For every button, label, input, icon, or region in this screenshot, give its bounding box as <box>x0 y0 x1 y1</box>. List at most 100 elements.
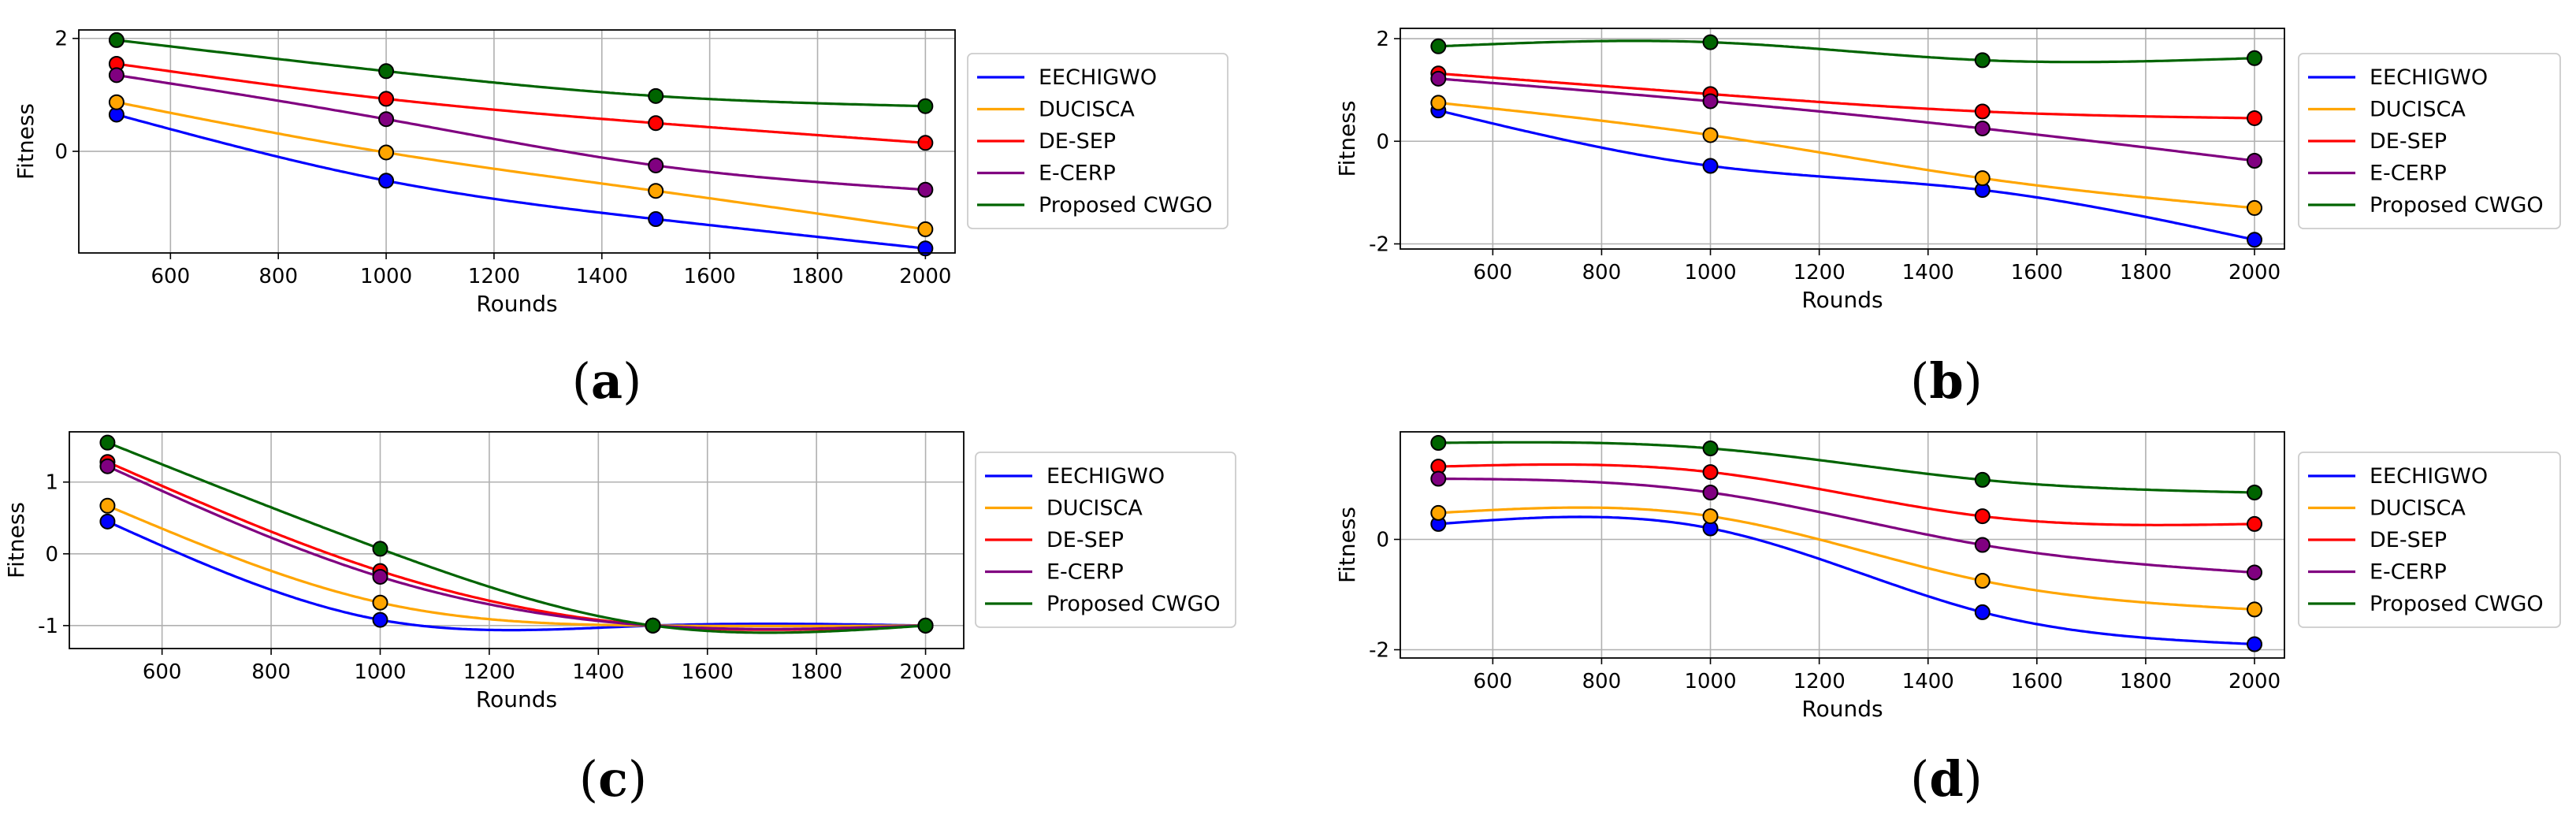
series-line-de-sep <box>116 62 926 144</box>
x-tick-label: 1000 <box>1684 261 1736 284</box>
x-tick-label: 1400 <box>1902 261 1954 284</box>
data-point-ducisca <box>1430 504 1447 521</box>
y-tick-label: 0 <box>45 543 58 567</box>
caption-letter: b <box>1929 352 1963 410</box>
data-point-eechigwo <box>99 513 116 530</box>
data-point-eechigwo <box>1974 604 1991 620</box>
caption-open-paren: ( <box>1910 352 1929 410</box>
plot-frame <box>69 431 965 649</box>
plot-frame <box>1400 431 2285 659</box>
x-tick-label: 2000 <box>2228 261 2280 284</box>
series-line-e-cerp <box>116 73 926 191</box>
legend-label: E-CERP <box>1046 560 1124 585</box>
y-axis-title: Fitness <box>3 502 29 578</box>
data-point-e-cerp <box>108 67 125 84</box>
x-tick-label: 1000 <box>354 660 406 684</box>
y-tick-label: 0 <box>1376 529 1389 552</box>
series-line-e-cerp <box>106 465 926 630</box>
data-point-ducisca <box>1974 573 1991 589</box>
legend-label: E-CERP <box>1039 162 1116 186</box>
y-tick-label: 0 <box>1376 130 1389 154</box>
data-point-ducisca <box>1430 95 1447 111</box>
x-axis-title: Rounds <box>1801 696 1883 722</box>
x-tick-label: 2000 <box>2228 670 2280 693</box>
x-tick-label: 1200 <box>468 265 520 288</box>
data-point-ducisca <box>1702 508 1719 525</box>
plot-frame <box>1400 28 2285 250</box>
legend-label: Proposed CWGO <box>2370 193 2544 217</box>
x-tick-label: 1600 <box>2011 261 2063 284</box>
data-point-proposed-cwgo <box>1974 52 1991 69</box>
x-axis-title: Rounds <box>476 686 557 712</box>
x-tick-label: 600 <box>1474 261 1513 284</box>
caption-letter: c <box>598 750 628 808</box>
x-tick-label: 800 <box>251 660 291 684</box>
data-point-ducisca <box>108 94 125 110</box>
x-tick-label: 1200 <box>1794 261 1846 284</box>
data-point-proposed-cwgo <box>917 98 934 114</box>
legend-label: DE-SEP <box>1039 129 1116 154</box>
legend-label: DE-SEP <box>2370 528 2447 552</box>
series-line-eechigwo <box>106 520 926 632</box>
data-point-e-cerp <box>1430 70 1447 87</box>
x-tick-label: 1600 <box>684 265 736 288</box>
x-tick-label: 800 <box>258 265 298 288</box>
y-tick-label: 2 <box>1376 28 1389 51</box>
series-line-e-cerp <box>1438 477 2255 574</box>
data-point-de-sep <box>378 91 395 107</box>
x-tick-label: 1800 <box>2120 670 2172 693</box>
series-line-eechigwo <box>116 113 926 250</box>
series-line-ducisca <box>106 504 926 627</box>
series-line-de-sep <box>1438 463 2255 526</box>
data-point-ducisca <box>372 594 388 611</box>
data-point-e-cerp <box>2247 564 2263 581</box>
data-point-proposed-cwgo <box>1702 34 1719 50</box>
data-point-ducisca <box>1974 170 1991 187</box>
legend-label: DUCISCA <box>1046 496 1143 521</box>
x-tick-label: 800 <box>1582 261 1622 284</box>
legend-label: DE-SEP <box>1046 528 1124 552</box>
data-point-e-cerp <box>648 157 664 173</box>
caption-letter: a <box>591 352 623 410</box>
x-axis-title: Rounds <box>1801 287 1883 313</box>
series-line-e-cerp <box>1438 77 2255 162</box>
data-point-e-cerp <box>99 458 116 474</box>
data-point-ducisca <box>2247 601 2263 618</box>
x-tick-label: 1200 <box>1794 670 1846 693</box>
chart-panel-d: 600 800 1000 1200 1400 1600 1800 2000 -2 0 Rounds F… <box>1334 431 2561 808</box>
data-point-ducisca <box>2247 199 2263 216</box>
legend-label: EECHIGWO <box>1046 464 1165 489</box>
data-point-de-sep <box>2247 515 2263 532</box>
series-line-proposed-cwgo <box>116 39 926 108</box>
data-point-de-sep <box>917 135 934 151</box>
caption-close-paren: ) <box>1964 352 1983 410</box>
subfigure-caption: (a) <box>572 352 642 410</box>
x-tick-label: 600 <box>151 265 191 288</box>
legend-label: E-CERP <box>2370 560 2447 585</box>
data-point-proposed-cwgo <box>378 63 395 80</box>
x-tick-label: 1800 <box>791 265 843 288</box>
data-point-de-sep <box>648 115 664 132</box>
chart-panel-c: 600 800 1000 1200 1400 1600 1800 2000 -1 0 1 Rounds… <box>3 431 1236 808</box>
data-point-proposed-cwgo <box>1974 471 1991 488</box>
series-line-proposed-cwgo <box>106 441 926 634</box>
caption-open-paren: ( <box>1910 750 1929 808</box>
legend-box <box>2298 452 2561 628</box>
y-tick-label: -2 <box>1369 639 1389 663</box>
subfigure-caption: (c) <box>579 750 647 808</box>
x-tick-label: 2000 <box>899 265 951 288</box>
data-point-e-cerp <box>378 111 395 128</box>
x-tick-label: 1600 <box>682 660 734 684</box>
data-point-eechigwo <box>372 612 388 628</box>
data-point-e-cerp <box>1974 537 1991 553</box>
series-line-ducisca <box>1438 506 2255 611</box>
x-tick-label: 1000 <box>360 265 412 288</box>
data-point-e-cerp <box>1430 470 1447 487</box>
series-line-eechigwo <box>1438 515 2255 646</box>
data-point-proposed-cwgo <box>917 617 934 634</box>
data-point-proposed-cwgo <box>1702 441 1719 456</box>
plot-frame <box>78 29 956 254</box>
x-tick-label: 1400 <box>576 265 628 288</box>
legend-label: E-CERP <box>2370 162 2447 186</box>
